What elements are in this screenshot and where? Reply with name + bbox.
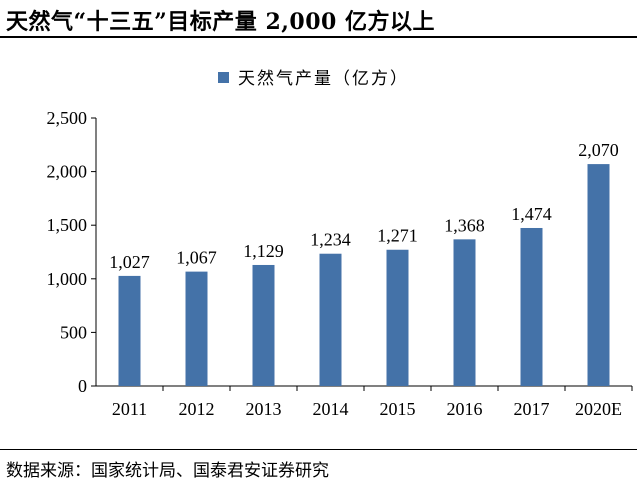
y-tick-label: 2,500 xyxy=(47,108,88,128)
x-tick-label: 2017 xyxy=(514,399,550,419)
bar-value-label: 1,129 xyxy=(243,241,284,261)
x-tick-label: 2011 xyxy=(112,399,147,419)
chart-bars: 1,027 1,067 1,129 1,234 1,271 1,368 1,474 2,070 xyxy=(109,140,619,386)
bar xyxy=(319,253,342,386)
page-title: 天然气“十三五”目标产量 2,000 亿方以上 xyxy=(6,9,436,35)
bar xyxy=(185,271,208,386)
bar-value-label: 1,234 xyxy=(310,230,351,250)
bar-value-label: 2,070 xyxy=(578,140,619,160)
x-tick-label: 2012 xyxy=(179,399,215,419)
x-tick-label: 2015 xyxy=(380,399,416,419)
legend-swatch xyxy=(218,72,229,83)
bar xyxy=(587,164,610,386)
bar-value-label: 1,027 xyxy=(109,252,150,272)
legend-label: 天然气产量（亿方） xyxy=(238,69,409,89)
x-tick-label: 2016 xyxy=(447,399,483,419)
bar xyxy=(118,275,141,386)
bar xyxy=(453,239,476,386)
y-tick-label: 0 xyxy=(78,376,87,396)
x-tick-label: 2013 xyxy=(246,399,282,419)
x-tick-label: 2014 xyxy=(313,399,349,419)
bar xyxy=(252,264,275,386)
bar-value-label: 1,271 xyxy=(377,226,418,246)
chart-legend: 天然气产量（亿方） xyxy=(218,69,409,89)
y-tick-label: 1,000 xyxy=(47,269,88,289)
x-tick-label: 2020E xyxy=(575,399,622,419)
bar-chart: 天然气产量（亿方） 0 500 1,000 1,500 2,000 2,500 2011 20… xyxy=(47,69,633,419)
y-tick-label: 500 xyxy=(60,322,87,342)
bar-value-label: 1,067 xyxy=(176,248,217,268)
source-divider xyxy=(0,449,637,450)
source-note: 数据来源：国家统计局、国泰君安证券研究 xyxy=(6,461,329,481)
bar-value-label: 1,474 xyxy=(511,204,552,224)
bar xyxy=(520,227,543,386)
y-tick-label: 2,000 xyxy=(47,162,88,182)
title-divider xyxy=(0,36,637,38)
chart-axes: 0 500 1,000 1,500 2,000 2,500 2011 2012 2013 2014… xyxy=(47,108,633,419)
y-tick-label: 1,500 xyxy=(47,215,88,235)
bar xyxy=(386,249,409,386)
bar-value-label: 1,368 xyxy=(444,215,485,235)
